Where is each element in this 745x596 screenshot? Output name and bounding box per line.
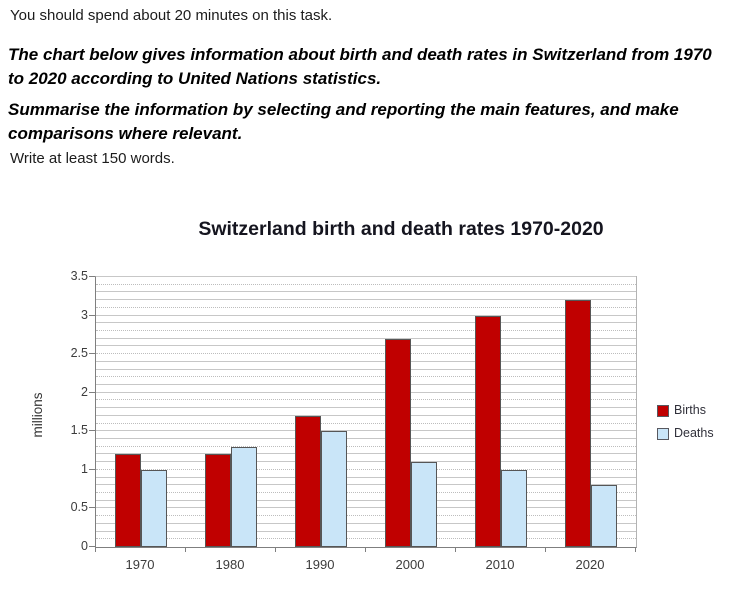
gridline xyxy=(96,484,636,486)
y-tick-mark xyxy=(89,546,95,547)
task-word-count-instruction: Write at least 150 words. xyxy=(10,150,175,167)
bar-births-2020 xyxy=(565,300,591,547)
bar-deaths-2020 xyxy=(591,485,617,547)
y-tick-label: 3 xyxy=(81,307,88,322)
gridline xyxy=(96,445,636,447)
gridline xyxy=(96,522,636,524)
legend-label-births: Births xyxy=(674,403,706,417)
y-tick-label: 1 xyxy=(81,461,88,476)
y-tick-label: 0.5 xyxy=(70,500,88,515)
gridline xyxy=(96,360,636,362)
gridline xyxy=(96,376,636,378)
gridline xyxy=(96,299,636,301)
gridline xyxy=(96,368,636,370)
y-tick-label: 2 xyxy=(81,384,88,399)
gridline xyxy=(96,422,636,424)
x-axis-label-1970: 1970 xyxy=(125,557,155,572)
x-tick-mark xyxy=(185,547,186,552)
bar-births-2000 xyxy=(385,338,411,547)
x-axis-label-2000: 2000 xyxy=(395,557,425,572)
gridline xyxy=(96,430,636,432)
bar-births-1980 xyxy=(205,454,231,547)
legend-swatch-deaths xyxy=(657,427,669,440)
chart-title: Switzerland birth and death rates 1970-2… xyxy=(198,218,604,240)
gridline xyxy=(96,322,636,324)
gridline xyxy=(96,306,636,308)
bar-births-1990 xyxy=(295,415,321,547)
gridline xyxy=(96,283,636,285)
gridline xyxy=(96,337,636,339)
x-tick-mark xyxy=(635,547,636,552)
gridline xyxy=(96,461,636,463)
chart-legend: Births Deaths xyxy=(657,404,714,450)
bar-deaths-1970 xyxy=(141,469,167,547)
task-prompt: The chart below gives information about … xyxy=(8,43,745,91)
gridline xyxy=(96,453,636,455)
y-tick-label: 0 xyxy=(81,539,88,553)
legend-label-deaths: Deaths xyxy=(674,426,714,440)
legend-item-births: Births xyxy=(657,404,714,417)
gridline xyxy=(96,538,636,540)
x-tick-mark xyxy=(455,547,456,552)
x-axis-label-2020: 2020 xyxy=(575,557,605,572)
gridline xyxy=(96,330,636,331)
gridline xyxy=(96,345,636,347)
gridline xyxy=(96,391,636,393)
gridline xyxy=(96,530,636,532)
y-tick-mark xyxy=(89,391,95,393)
bar-births-2010 xyxy=(475,315,501,547)
bar-deaths-2010 xyxy=(501,469,527,547)
gridline xyxy=(96,399,636,401)
task-summarise-line-1: Summarise the information by selecting a… xyxy=(8,100,679,119)
gridline xyxy=(96,414,636,416)
x-tick-mark xyxy=(95,547,96,552)
gridline xyxy=(96,314,636,316)
gridline xyxy=(96,384,636,385)
bar-deaths-2000 xyxy=(411,462,437,547)
gridline xyxy=(96,438,636,439)
task-prompt-line-2: to 2020 according to United Nations stat… xyxy=(8,69,382,88)
bar-deaths-1980 xyxy=(231,446,257,547)
x-axis-label-2010: 2010 xyxy=(485,557,515,572)
gridline xyxy=(96,476,636,478)
gridline xyxy=(96,492,636,493)
y-tick-mark xyxy=(89,507,95,509)
gridline xyxy=(96,353,636,355)
y-tick-mark xyxy=(89,468,95,470)
x-axis-label-1990: 1990 xyxy=(305,557,335,572)
task-summarise-line-2: comparisons where relevant. xyxy=(8,124,243,143)
y-tick-mark xyxy=(89,276,95,277)
task-prompt-line-1: The chart below gives information about … xyxy=(8,45,712,64)
y-tick-label: 1.5 xyxy=(70,423,88,438)
task-summarise-instruction: Summarise the information by selecting a… xyxy=(8,98,745,146)
x-axis-label-1980: 1980 xyxy=(215,557,245,572)
legend-item-deaths: Deaths xyxy=(657,427,714,440)
x-tick-mark xyxy=(275,547,276,552)
y-tick-label: 3.5 xyxy=(70,269,88,283)
gridline xyxy=(96,499,636,501)
legend-swatch-births xyxy=(657,404,669,417)
gridline xyxy=(96,468,636,470)
bar-deaths-1990 xyxy=(321,431,347,547)
x-tick-mark xyxy=(545,547,546,552)
gridline xyxy=(96,291,636,293)
bar-births-1970 xyxy=(115,454,141,547)
gridline xyxy=(96,515,636,517)
gridline xyxy=(96,276,636,277)
y-tick-mark xyxy=(89,314,95,316)
x-tick-mark xyxy=(365,547,366,552)
gridline xyxy=(96,507,636,509)
y-tick-label: 2.5 xyxy=(70,346,88,361)
task-time-instruction: You should spend about 20 minutes on thi… xyxy=(10,7,333,24)
gridline xyxy=(96,407,636,409)
plot-area xyxy=(95,276,637,548)
y-tick-mark xyxy=(89,430,95,432)
y-tick-mark xyxy=(89,353,95,355)
